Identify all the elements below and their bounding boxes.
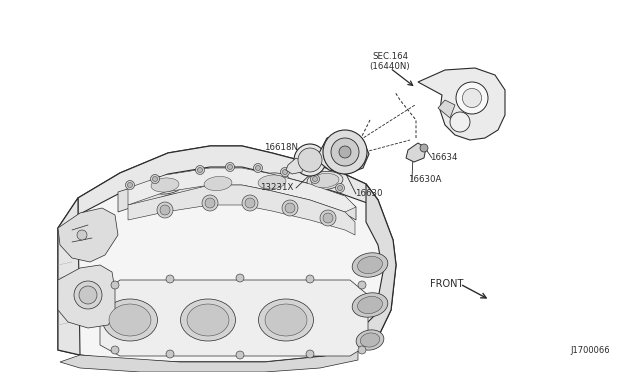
Polygon shape xyxy=(438,100,455,118)
Circle shape xyxy=(280,167,289,176)
Ellipse shape xyxy=(147,176,183,194)
Ellipse shape xyxy=(265,304,307,336)
Ellipse shape xyxy=(311,173,339,187)
Circle shape xyxy=(282,170,287,174)
Circle shape xyxy=(79,286,97,304)
Ellipse shape xyxy=(356,330,384,350)
Circle shape xyxy=(157,202,173,218)
Text: FRONT: FRONT xyxy=(430,279,463,289)
Ellipse shape xyxy=(109,304,151,336)
Text: 16634: 16634 xyxy=(430,154,458,163)
Polygon shape xyxy=(406,143,426,162)
Ellipse shape xyxy=(204,176,232,190)
Polygon shape xyxy=(78,146,378,215)
Circle shape xyxy=(323,213,333,223)
Circle shape xyxy=(456,82,488,114)
Polygon shape xyxy=(60,347,358,372)
Polygon shape xyxy=(58,265,115,328)
Ellipse shape xyxy=(307,171,343,190)
Ellipse shape xyxy=(187,304,229,336)
Polygon shape xyxy=(118,169,356,220)
Circle shape xyxy=(253,164,262,173)
Ellipse shape xyxy=(200,174,236,193)
Circle shape xyxy=(335,183,344,192)
Text: J1700066: J1700066 xyxy=(570,346,610,355)
Circle shape xyxy=(127,183,132,187)
Circle shape xyxy=(358,346,366,354)
Polygon shape xyxy=(58,198,80,355)
Circle shape xyxy=(306,350,314,358)
Circle shape xyxy=(205,198,215,208)
Circle shape xyxy=(202,195,218,211)
Circle shape xyxy=(255,166,260,170)
Circle shape xyxy=(420,144,428,152)
Polygon shape xyxy=(58,208,118,262)
Circle shape xyxy=(236,351,244,359)
Circle shape xyxy=(111,281,119,289)
Circle shape xyxy=(358,281,366,289)
Circle shape xyxy=(111,346,119,354)
Text: 16618N: 16618N xyxy=(264,144,298,153)
Circle shape xyxy=(198,167,202,173)
Circle shape xyxy=(320,210,336,226)
Circle shape xyxy=(150,174,159,183)
Circle shape xyxy=(125,180,134,189)
Ellipse shape xyxy=(254,173,290,191)
Ellipse shape xyxy=(180,299,236,341)
Circle shape xyxy=(294,144,326,176)
Ellipse shape xyxy=(258,175,286,189)
Circle shape xyxy=(306,275,314,283)
Ellipse shape xyxy=(352,253,388,277)
Polygon shape xyxy=(358,184,396,347)
Circle shape xyxy=(298,148,322,172)
Ellipse shape xyxy=(358,256,383,273)
Circle shape xyxy=(77,230,87,240)
Polygon shape xyxy=(286,158,304,174)
Polygon shape xyxy=(58,146,396,362)
Circle shape xyxy=(331,138,359,166)
Circle shape xyxy=(339,146,351,158)
Circle shape xyxy=(310,174,319,183)
Circle shape xyxy=(227,164,232,170)
Circle shape xyxy=(462,89,482,108)
Polygon shape xyxy=(100,280,368,356)
Ellipse shape xyxy=(102,299,157,341)
Ellipse shape xyxy=(151,178,179,192)
Polygon shape xyxy=(317,134,369,174)
Text: 16630: 16630 xyxy=(355,189,383,199)
Circle shape xyxy=(166,350,174,358)
Text: 16630A: 16630A xyxy=(408,176,442,185)
Circle shape xyxy=(285,203,295,213)
Circle shape xyxy=(282,200,298,216)
Circle shape xyxy=(312,176,317,182)
Circle shape xyxy=(195,166,205,174)
Circle shape xyxy=(166,275,174,283)
Polygon shape xyxy=(128,168,356,212)
Circle shape xyxy=(74,281,102,309)
Circle shape xyxy=(242,195,258,211)
Ellipse shape xyxy=(358,296,383,314)
Ellipse shape xyxy=(352,293,388,317)
Circle shape xyxy=(225,163,234,171)
Circle shape xyxy=(450,112,470,132)
Circle shape xyxy=(160,205,170,215)
Text: SEC.164
(16440N): SEC.164 (16440N) xyxy=(370,52,410,71)
Circle shape xyxy=(323,130,367,174)
Circle shape xyxy=(152,176,157,182)
Ellipse shape xyxy=(259,299,314,341)
Circle shape xyxy=(236,274,244,282)
Polygon shape xyxy=(418,68,505,140)
Polygon shape xyxy=(128,185,355,235)
Ellipse shape xyxy=(360,333,380,347)
Circle shape xyxy=(337,186,342,190)
Text: 13231X: 13231X xyxy=(260,183,293,192)
Circle shape xyxy=(245,198,255,208)
